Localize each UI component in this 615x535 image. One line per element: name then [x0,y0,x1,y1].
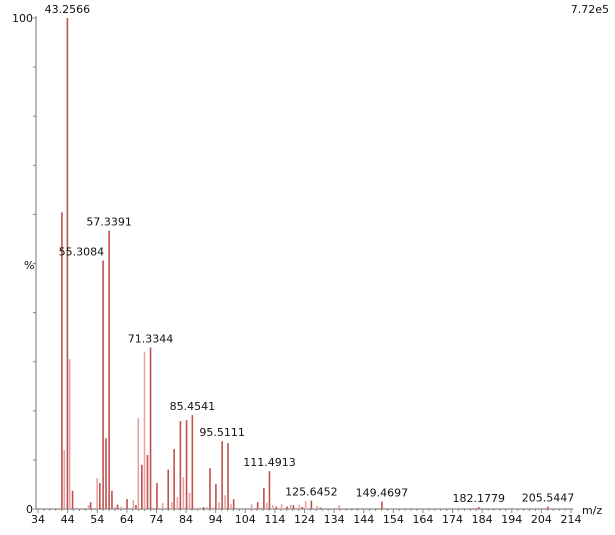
x-tick-label: 164 [412,513,433,526]
y-tick-label-100: 100 [12,12,33,25]
peak-label: 95.5111 [199,426,245,439]
y-tick-label-0: 0 [26,503,33,516]
x-tick-label: 84 [179,513,193,526]
peak-label: 85.4541 [170,400,216,413]
max-intensity-label: 7.72e5 [571,3,609,16]
y-axis-label: % [24,259,34,272]
peak-label: 111.4913 [243,456,296,469]
peak-label: 125.6452 [285,486,338,499]
x-tick-label: 114 [264,513,285,526]
peak-label: 55.3084 [59,246,105,259]
peak-label: 71.3344 [128,332,174,345]
x-tick-label: 204 [531,513,552,526]
peak-label: 149.4697 [356,487,409,500]
x-tick-label: 214 [561,513,582,526]
x-tick-label: 74 [149,513,163,526]
peak-labels: 43.2566 55.3084 57.3391 71.3344 85.4541 95.51… [45,3,575,505]
x-tick-label: 174 [442,513,463,526]
x-axis-label: m/z [582,504,602,517]
peak-label: 182.1779 [453,492,506,505]
x-tick-label: 44 [61,513,75,526]
x-tick-label: 94 [209,513,223,526]
x-tick-label: 194 [501,513,522,526]
x-tick-label: 34 [31,513,45,526]
peaks [61,18,549,509]
x-tick-label: 134 [324,513,345,526]
x-tick-label: 144 [353,513,374,526]
x-tick-label: 124 [294,513,315,526]
peak-label: 57.3391 [86,216,132,229]
x-tick-label: 184 [472,513,493,526]
peak-label: 205.5447 [522,492,575,505]
axes: 34 44 54 64 74 84 94 104 114 124 134 144 154 164 174 18… [31,16,582,526]
x-tick-label: 64 [120,513,134,526]
x-tick-label: 104 [235,513,256,526]
x-tick-label: 154 [383,513,404,526]
x-tick-label: 54 [90,513,104,526]
peak-label: 43.2566 [45,3,91,16]
